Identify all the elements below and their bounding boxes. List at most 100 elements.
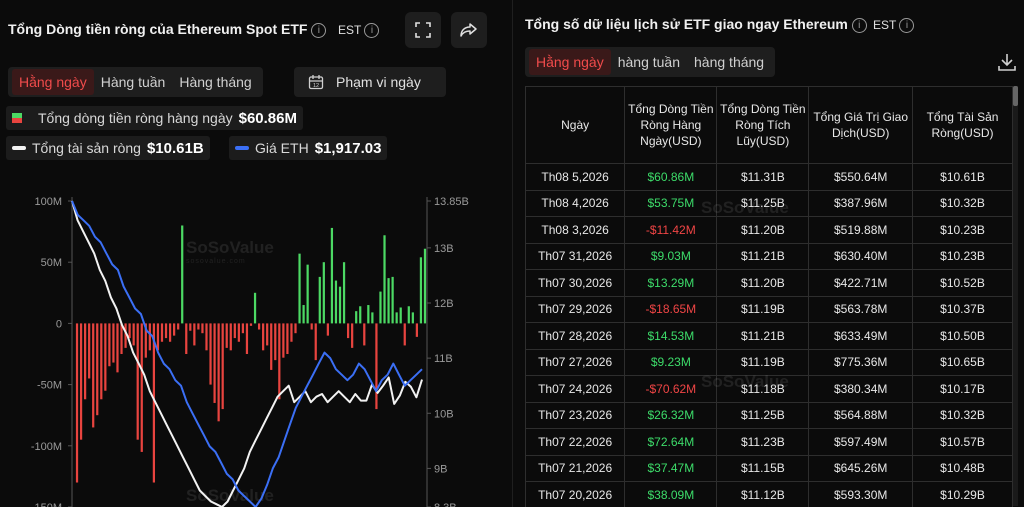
legend-value: $60.86M [238, 109, 297, 127]
y-tick-label-left: -100M [31, 441, 62, 453]
timezone-label[interactable]: EST i [338, 23, 380, 39]
flow-bar [160, 323, 164, 342]
table-row[interactable]: Th07 24,2026 -$70.62M $11.18B $380.34M $10.1… [524, 375, 1013, 403]
cell-net-assets: $10.50B [912, 322, 1013, 350]
tab-monthly[interactable]: hàng tháng [694, 54, 765, 70]
column-header-date[interactable]: Ngày [524, 86, 626, 164]
cell-date: Th07 31,2026 [524, 242, 626, 270]
cell-date: Th07 22,2026 [524, 428, 626, 456]
table-row[interactable]: Th07 29,2026 -$18.65M $11.19B $563.78M $10.3… [524, 295, 1013, 323]
cell-net-assets: $10.17B [912, 375, 1013, 403]
share-button[interactable] [451, 12, 487, 48]
flow-bar [229, 323, 232, 351]
table-row[interactable]: Th07 27,2026 $9.23M $11.19B $775.36M $10.65B [524, 348, 1013, 376]
flow-bar [197, 323, 200, 330]
cell-value-traded: $630.40M [808, 242, 914, 270]
tab-weekly[interactable]: Hàng tuần [100, 74, 166, 90]
cell-net-assets: $10.23B [912, 216, 1013, 244]
y-tick-label-right: 8.3B [434, 502, 457, 507]
table-row[interactable]: Th07 20,2026 $38.09M $11.12B $593.30M $10.29… [524, 481, 1013, 507]
cell-value-traded: $775.36M [808, 348, 914, 376]
flow-bar [237, 323, 240, 342]
legend-net-assets[interactable]: Tổng tài sản ròng $10.61B [6, 136, 210, 160]
info-icon[interactable]: i [851, 17, 867, 33]
tab-daily[interactable]: Hằng ngày [529, 49, 611, 75]
flow-bar [395, 312, 398, 324]
table-row[interactable]: Th08 4,2026 $53.75M $11.25B $387.96M $10.32B [524, 189, 1013, 217]
flow-bar [266, 323, 269, 346]
tab-daily[interactable]: Hằng ngày [12, 69, 94, 95]
table-row[interactable]: Th07 28,2026 $14.53M $11.21B $633.49M $10.50… [524, 322, 1013, 350]
tab-monthly[interactable]: Hàng tháng [179, 74, 252, 90]
flow-bar [88, 323, 91, 379]
column-header-cumulative-flow[interactable]: Tổng Dòng Tiền Ròng Tích Lũy(USD) [716, 86, 810, 164]
y-tick-label-left: 0 [56, 318, 62, 330]
download-icon[interactable] [997, 52, 1017, 72]
scrollbar-thumb[interactable] [1013, 86, 1018, 106]
info-icon[interactable]: i [899, 18, 915, 34]
table-row[interactable]: Th07 31,2026 $9.03M $11.21B $630.40M $10.23B [524, 242, 1013, 270]
legend-daily-flow[interactable]: Tổng dòng tiền ròng hàng ngày $60.86M [6, 106, 303, 130]
cell-cumulative-flow: $11.20B [716, 216, 810, 244]
y-tick-label-right: 9B [434, 463, 447, 475]
cell-daily-flow: $53.75M [624, 189, 718, 217]
cell-net-assets: $10.23B [912, 242, 1013, 270]
tab-weekly[interactable]: hàng tuần [617, 54, 681, 70]
flow-bar [423, 248, 427, 324]
cell-daily-flow: -$70.62M [624, 375, 718, 403]
flow-bar [225, 323, 228, 348]
flow-bar [387, 278, 390, 324]
flow-bar [294, 323, 297, 334]
column-header-value-traded[interactable]: Tổng Giá Trị Giao Dịch(USD) [808, 86, 914, 164]
column-header-daily-flow[interactable]: Tổng Dòng Tiền Ròng Hàng Ngày(USD) [624, 86, 718, 164]
cell-value-traded: $633.49M [808, 322, 914, 350]
flow-bar [181, 225, 184, 324]
cell-daily-flow: $38.09M [624, 481, 718, 507]
flow-bar [419, 257, 423, 324]
chart-title: Tổng Dòng tiền ròng của Ethereum Spot ET… [8, 21, 327, 38]
column-header-net-assets[interactable]: Tổng Tài Sản Ròng(USD) [912, 86, 1013, 164]
table-row[interactable]: Th07 22,2026 $72.64M $11.23B $597.49M $10.57… [524, 428, 1013, 456]
flow-bar [278, 323, 281, 400]
table-scrollbar[interactable] [1013, 86, 1018, 506]
fullscreen-button[interactable] [405, 12, 441, 48]
flow-bar [322, 262, 325, 324]
cell-net-assets: $10.37B [912, 295, 1013, 323]
legend-eth-price[interactable]: Giá ETH $1,917.03 [229, 136, 388, 160]
cell-net-assets: $10.48B [912, 454, 1013, 482]
table-row[interactable]: Th08 5,2026 $60.86M $11.31B $550.64M $10.61B [524, 163, 1013, 191]
etf-history-table: Ngày Tổng Dòng Tiền Ròng Hàng Ngày(USD) … [524, 86, 1013, 507]
cell-daily-flow: $37.47M [624, 454, 718, 482]
flow-bar [371, 312, 374, 324]
cell-value-traded: $593.30M [808, 481, 914, 507]
watermark: SoSoValue [701, 198, 789, 217]
flow-bar [96, 323, 99, 416]
cell-value-traded: $422.71M [808, 269, 914, 297]
cell-date: Th07 29,2026 [524, 295, 626, 323]
cell-cumulative-flow: $11.25B [716, 401, 810, 429]
flow-bar [290, 323, 293, 342]
info-icon[interactable]: i [364, 23, 380, 39]
flow-bar [108, 323, 111, 367]
date-range-button[interactable]: 12 Phạm vi ngày [294, 67, 446, 97]
table-row[interactable]: Th07 23,2026 $26.32M $11.25B $564.88M $10.32… [524, 401, 1013, 429]
info-icon[interactable]: i [311, 22, 327, 38]
table-row[interactable]: Th07 30,2026 $13.29M $11.20B $422.71M $10.52… [524, 269, 1013, 297]
y-tick-label-left: -150M [31, 502, 62, 507]
flow-bar [168, 323, 172, 342]
cell-cumulative-flow: $11.19B [716, 295, 810, 323]
flow-bar [112, 323, 115, 363]
flow-chart[interactable]: 100M 50M 0 -50M -100M -150M 13.85B 13B 12B 11B 10B… [0, 0, 500, 507]
table-row[interactable]: Th07 21,2026 $37.47M $11.15B $645.26M $10.48… [524, 454, 1013, 482]
cell-value-traded: $380.34M [808, 375, 914, 403]
cell-net-assets: $10.65B [912, 348, 1013, 376]
flow-bar [136, 323, 139, 440]
timezone-label[interactable]: EST i [873, 18, 915, 34]
cell-net-assets: $10.61B [912, 163, 1013, 191]
watermark: SoSoValue sosovalue.com [186, 238, 274, 265]
cell-value-traded: $645.26M [808, 454, 914, 482]
cell-cumulative-flow: $11.25B [716, 189, 810, 217]
flow-bar [270, 323, 273, 370]
table-row[interactable]: Th08 3,2026 -$11.42M $11.20B $519.88M $10.23… [524, 216, 1013, 244]
cell-daily-flow: $72.64M [624, 428, 718, 456]
